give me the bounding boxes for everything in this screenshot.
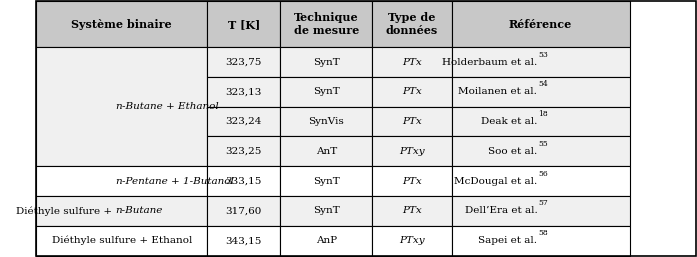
Bar: [372, 47, 452, 77]
Text: PTx: PTx: [402, 117, 422, 126]
Bar: [372, 1, 452, 47]
Bar: [452, 107, 629, 136]
Bar: [452, 136, 629, 166]
Text: AnP: AnP: [316, 236, 337, 245]
Text: 58: 58: [538, 229, 548, 237]
Text: PTx: PTx: [402, 87, 422, 96]
Bar: [280, 47, 372, 77]
Bar: [452, 47, 629, 77]
Text: Holderbaum et al.: Holderbaum et al.: [442, 58, 537, 67]
Text: Type de
données: Type de données: [386, 12, 438, 36]
Text: AnT: AnT: [316, 147, 337, 156]
Bar: [280, 166, 372, 196]
Text: SynT: SynT: [313, 177, 339, 186]
Text: Deak et al.: Deak et al.: [481, 117, 537, 126]
Text: Diéthyle sulfure +: Diéthyle sulfure +: [16, 206, 115, 216]
Bar: [208, 136, 280, 166]
Text: Sapei et al.: Sapei et al.: [478, 236, 537, 245]
Text: PTxy: PTxy: [399, 147, 424, 156]
Text: SynT: SynT: [313, 58, 339, 67]
Text: n: n: [115, 102, 122, 111]
Text: SynT: SynT: [313, 206, 339, 215]
Bar: [208, 166, 280, 196]
Bar: [280, 77, 372, 107]
Bar: [208, 47, 280, 77]
Text: 54: 54: [538, 80, 548, 88]
Text: PTx: PTx: [402, 206, 422, 215]
Text: Technique
de mesure: Technique de mesure: [293, 12, 359, 36]
Text: PTx: PTx: [402, 58, 422, 67]
Bar: [452, 77, 629, 107]
Text: 56: 56: [538, 170, 548, 178]
Bar: [36, 226, 208, 256]
Text: n-Butane: n-Butane: [115, 206, 162, 215]
Text: 18: 18: [538, 110, 548, 118]
Text: n: n: [115, 177, 122, 186]
Bar: [36, 166, 208, 196]
Bar: [208, 196, 280, 226]
Bar: [372, 107, 452, 136]
Text: PTx: PTx: [402, 177, 422, 186]
Text: T [K]: T [K]: [228, 19, 260, 30]
Text: -Butane + Ethanol: -Butane + Ethanol: [122, 102, 218, 111]
Text: -Pentane + 1-Butanol: -Pentane + 1-Butanol: [122, 177, 233, 186]
Text: 55: 55: [538, 140, 548, 148]
Bar: [208, 107, 280, 136]
Bar: [372, 166, 452, 196]
Bar: [372, 226, 452, 256]
Text: Soo et al.: Soo et al.: [488, 147, 537, 156]
Text: Moilanen et al.: Moilanen et al.: [459, 87, 537, 96]
Bar: [372, 196, 452, 226]
Bar: [452, 166, 629, 196]
Text: 323,25: 323,25: [226, 147, 262, 156]
Bar: [208, 77, 280, 107]
Text: 343,15: 343,15: [226, 236, 262, 245]
Text: 323,75: 323,75: [226, 58, 262, 67]
Text: Référence: Référence: [509, 19, 572, 30]
Bar: [36, 47, 208, 166]
Bar: [280, 1, 372, 47]
Bar: [452, 226, 629, 256]
Bar: [280, 136, 372, 166]
Text: Dell’Era et al.: Dell’Era et al.: [464, 206, 537, 215]
Text: 57: 57: [538, 199, 548, 207]
Text: 333,15: 333,15: [226, 177, 262, 186]
Text: 317,60: 317,60: [226, 206, 262, 215]
Text: Diéthyle sulfure + Ethanol: Diéthyle sulfure + Ethanol: [52, 236, 192, 245]
Bar: [372, 136, 452, 166]
Text: SynVis: SynVis: [308, 117, 344, 126]
Bar: [280, 196, 372, 226]
Text: McDougal et al.: McDougal et al.: [454, 177, 537, 186]
Text: 53: 53: [538, 51, 548, 59]
Bar: [36, 196, 208, 226]
Bar: [452, 1, 629, 47]
Text: SynT: SynT: [313, 87, 339, 96]
Bar: [372, 77, 452, 107]
Bar: [208, 1, 280, 47]
Bar: [280, 107, 372, 136]
Bar: [452, 196, 629, 226]
Bar: [36, 1, 208, 47]
Text: 323,13: 323,13: [226, 87, 262, 96]
Text: Système binaire: Système binaire: [71, 19, 172, 30]
Text: 323,24: 323,24: [226, 117, 262, 126]
Text: PTxy: PTxy: [399, 236, 424, 245]
Bar: [208, 226, 280, 256]
Bar: [280, 226, 372, 256]
